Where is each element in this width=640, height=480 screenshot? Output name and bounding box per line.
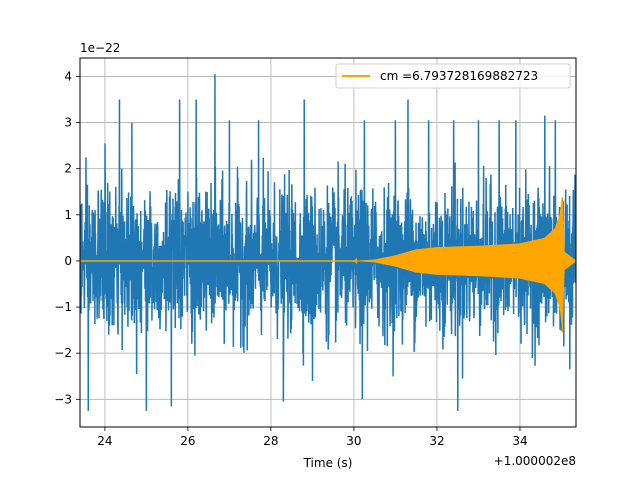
series-strain-line: [80, 74, 576, 411]
y-tick-label: 1: [64, 208, 72, 222]
y-tick-label: −2: [54, 346, 72, 360]
y-tick-label: −1: [54, 300, 72, 314]
y-tick-label: 0: [64, 254, 72, 268]
y-tick-label: 3: [64, 116, 72, 130]
x-tick-label: 32: [429, 434, 444, 448]
x-axis-label: Time (s): [303, 456, 353, 470]
y-tick-label: 2: [64, 162, 72, 176]
x-tick-label: 34: [512, 434, 527, 448]
y-tick-label: −3: [54, 392, 72, 406]
x-tick-label: 30: [346, 434, 361, 448]
axes-frame: [79, 57, 577, 428]
series-cm-line: [80, 197, 576, 333]
x-tick-label: 28: [263, 434, 278, 448]
legend: cm =6.793728169882723: [335, 63, 571, 89]
plot-area: [80, 74, 576, 411]
x-tick-label: 24: [97, 434, 112, 448]
x-tick-label: 26: [180, 434, 195, 448]
y-tick-label: 4: [64, 69, 72, 83]
y-scale-label: 1e−22: [80, 41, 120, 55]
x-offset-label: +1.000002e8: [494, 454, 576, 468]
legend-label-cm: cm =6.793728169882723: [380, 69, 538, 83]
legend-box: [335, 63, 571, 89]
